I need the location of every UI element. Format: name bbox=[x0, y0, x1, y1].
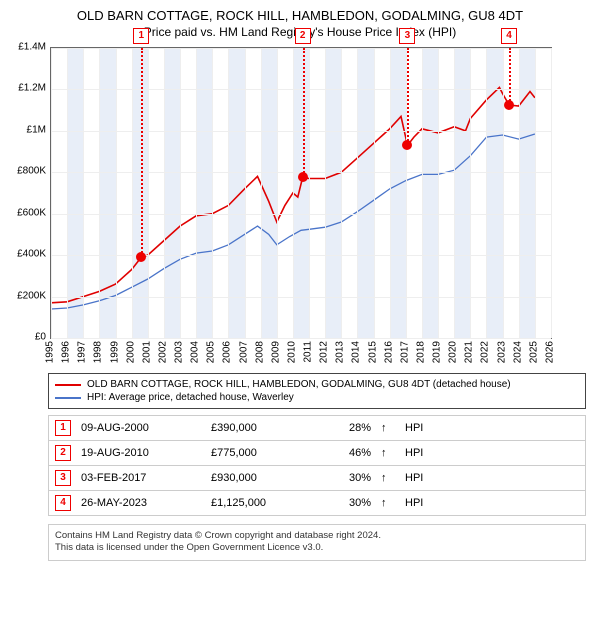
y-tick-label: £400K bbox=[0, 249, 46, 260]
footer-line: Contains HM Land Registry data © Crown c… bbox=[55, 530, 579, 542]
x-tick-label: 2001 bbox=[141, 341, 152, 363]
sale-pct: 28% bbox=[321, 422, 371, 434]
sale-ref: HPI bbox=[405, 422, 435, 434]
x-tick-label: 2023 bbox=[496, 341, 507, 363]
sale-date: 03-FEB-2017 bbox=[81, 472, 201, 484]
sale-date: 26-MAY-2023 bbox=[81, 497, 201, 509]
sale-marker-ref: 4 bbox=[55, 495, 71, 511]
x-tick-label: 2000 bbox=[125, 341, 136, 363]
x-tick-label: 2020 bbox=[448, 341, 459, 363]
sale-price: £390,000 bbox=[211, 422, 311, 434]
x-tick-label: 2009 bbox=[270, 341, 281, 363]
sale-marker-line bbox=[303, 48, 305, 177]
chart-area: £0£200K£400K£600K£800K£1M£1.2M£1.4M 1234… bbox=[0, 47, 560, 367]
x-tick-label: 2026 bbox=[545, 341, 556, 363]
sale-marker-box: 2 bbox=[295, 28, 311, 44]
x-tick-label: 2024 bbox=[512, 341, 523, 363]
legend-item: HPI: Average price, detached house, Wave… bbox=[55, 391, 579, 404]
sale-row: 2 19-AUG-2010 £775,000 46% ↑ HPI bbox=[49, 441, 585, 466]
plot-area: 1234 bbox=[50, 47, 552, 339]
x-tick-label: 2025 bbox=[528, 341, 539, 363]
sale-row: 4 26-MAY-2023 £1,125,000 30% ↑ HPI bbox=[49, 491, 585, 516]
y-tick-label: £800K bbox=[0, 166, 46, 177]
sale-marker-line bbox=[141, 48, 143, 257]
legend-swatch bbox=[55, 384, 81, 386]
sale-marker-line bbox=[509, 48, 511, 105]
sale-ref: HPI bbox=[405, 447, 435, 459]
sale-ref: HPI bbox=[405, 497, 435, 509]
y-tick-label: £1.4M bbox=[0, 42, 46, 53]
sale-marker-box: 4 bbox=[501, 28, 517, 44]
x-tick-label: 2003 bbox=[174, 341, 185, 363]
sale-marker-ref: 1 bbox=[55, 420, 71, 436]
arrow-up-icon: ↑ bbox=[381, 497, 395, 509]
sale-marker-dot bbox=[402, 140, 412, 150]
x-tick-label: 2019 bbox=[432, 341, 443, 363]
sale-row: 3 03-FEB-2017 £930,000 30% ↑ HPI bbox=[49, 466, 585, 491]
y-tick-label: £0 bbox=[0, 332, 46, 343]
legend-label: OLD BARN COTTAGE, ROCK HILL, HAMBLEDON, … bbox=[87, 379, 511, 390]
x-tick-label: 2012 bbox=[319, 341, 330, 363]
line-series-svg bbox=[51, 48, 551, 338]
x-tick-label: 2018 bbox=[415, 341, 426, 363]
sale-marker-dot bbox=[136, 252, 146, 262]
x-tick-label: 2013 bbox=[335, 341, 346, 363]
sale-pct: 46% bbox=[321, 447, 371, 459]
arrow-up-icon: ↑ bbox=[381, 472, 395, 484]
x-tick-label: 2010 bbox=[286, 341, 297, 363]
x-tick-label: 1998 bbox=[93, 341, 104, 363]
x-tick-label: 1999 bbox=[109, 341, 120, 363]
x-tick-label: 2005 bbox=[206, 341, 217, 363]
sale-date: 09-AUG-2000 bbox=[81, 422, 201, 434]
x-tick-label: 2014 bbox=[351, 341, 362, 363]
legend: OLD BARN COTTAGE, ROCK HILL, HAMBLEDON, … bbox=[48, 373, 586, 409]
sale-price: £1,125,000 bbox=[211, 497, 311, 509]
sale-price: £775,000 bbox=[211, 447, 311, 459]
footer-line: This data is licensed under the Open Gov… bbox=[55, 542, 579, 554]
y-tick-label: £1.2M bbox=[0, 83, 46, 94]
sale-pct: 30% bbox=[321, 472, 371, 484]
x-tick-label: 1997 bbox=[77, 341, 88, 363]
arrow-up-icon: ↑ bbox=[381, 422, 395, 434]
sale-marker-dot bbox=[298, 172, 308, 182]
x-tick-label: 2007 bbox=[238, 341, 249, 363]
sale-ref: HPI bbox=[405, 472, 435, 484]
y-tick-label: £1M bbox=[0, 124, 46, 135]
x-tick-label: 2015 bbox=[367, 341, 378, 363]
chart-title: OLD BARN COTTAGE, ROCK HILL, HAMBLEDON, … bbox=[0, 0, 600, 25]
x-tick-label: 2017 bbox=[399, 341, 410, 363]
sale-marker-ref: 2 bbox=[55, 445, 71, 461]
sales-table: 1 09-AUG-2000 £390,000 28% ↑ HPI 2 19-AUG-2010 £… bbox=[48, 415, 586, 516]
x-tick-label: 2002 bbox=[157, 341, 168, 363]
x-tick-label: 2008 bbox=[254, 341, 265, 363]
legend-label: HPI: Average price, detached house, Wave… bbox=[87, 392, 294, 403]
x-tick-label: 2004 bbox=[190, 341, 201, 363]
sale-pct: 30% bbox=[321, 497, 371, 509]
x-tick-label: 1996 bbox=[61, 341, 72, 363]
legend-item: OLD BARN COTTAGE, ROCK HILL, HAMBLEDON, … bbox=[55, 378, 579, 391]
y-tick-label: £600K bbox=[0, 207, 46, 218]
sale-price: £930,000 bbox=[211, 472, 311, 484]
sale-marker-box: 3 bbox=[399, 28, 415, 44]
sale-row: 1 09-AUG-2000 £390,000 28% ↑ HPI bbox=[49, 416, 585, 441]
sale-date: 19-AUG-2010 bbox=[81, 447, 201, 459]
footer-attribution: Contains HM Land Registry data © Crown c… bbox=[48, 524, 586, 561]
y-tick-label: £200K bbox=[0, 290, 46, 301]
sale-marker-box: 1 bbox=[133, 28, 149, 44]
x-tick-label: 2011 bbox=[303, 341, 314, 363]
x-tick-label: 2016 bbox=[383, 341, 394, 363]
arrow-up-icon: ↑ bbox=[381, 447, 395, 459]
legend-swatch bbox=[55, 397, 81, 399]
sale-marker-dot bbox=[504, 100, 514, 110]
sale-marker-ref: 3 bbox=[55, 470, 71, 486]
x-tick-label: 2006 bbox=[222, 341, 233, 363]
x-tick-label: 2021 bbox=[464, 341, 475, 363]
x-tick-label: 1995 bbox=[45, 341, 56, 363]
x-tick-label: 2022 bbox=[480, 341, 491, 363]
sale-marker-line bbox=[407, 48, 409, 145]
